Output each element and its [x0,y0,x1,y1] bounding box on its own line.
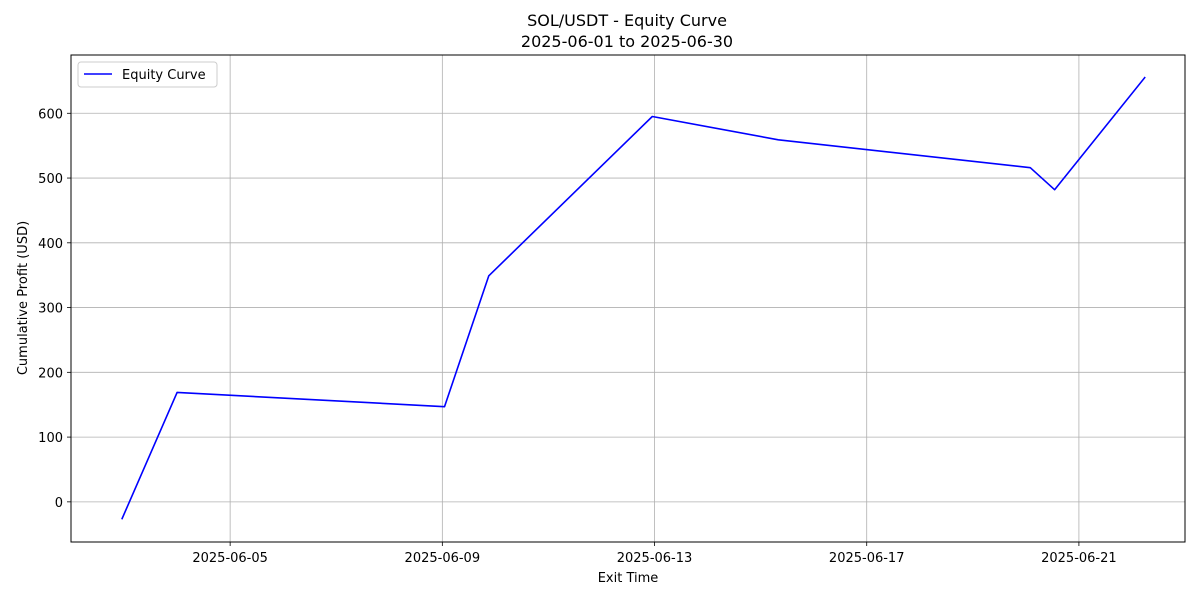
series-line-equity-curve [121,76,1146,520]
x-tick-label: 2025-06-05 [192,551,268,566]
chart-title: SOL/USDT - Equity Curve [527,11,727,30]
x-tick-label: 2025-06-13 [617,551,693,566]
series-layer [121,76,1146,520]
plot-area-frame [70,54,1186,543]
legend: Equity Curve [77,61,218,88]
y-tick-label: 500 [38,172,63,187]
legend-box [77,61,218,88]
y-axis-label: Cumulative Profit (USD) [16,221,31,375]
x-axis-label: Exit Time [598,571,659,586]
y-tick-label: 0 [55,496,63,511]
y-tick-label: 600 [38,107,63,122]
x-tick-label: 2025-06-17 [829,551,905,566]
x-tick-label: 2025-06-09 [405,551,481,566]
y-tick-label: 200 [38,366,63,381]
y-tick-label: 400 [38,237,63,252]
y-tick-label: 300 [38,302,63,317]
legend-label: Equity Curve [122,68,206,83]
y-tick-label: 100 [38,431,63,446]
grid-layer [71,55,1185,542]
chart-subtitle: 2025-06-01 to 2025-06-30 [521,32,733,51]
tick-layer: 0 100 200 300 400 500 600 2025-06-05 2025-06-09 2… [38,107,1117,566]
x-tick-label: 2025-06-21 [1041,551,1117,566]
